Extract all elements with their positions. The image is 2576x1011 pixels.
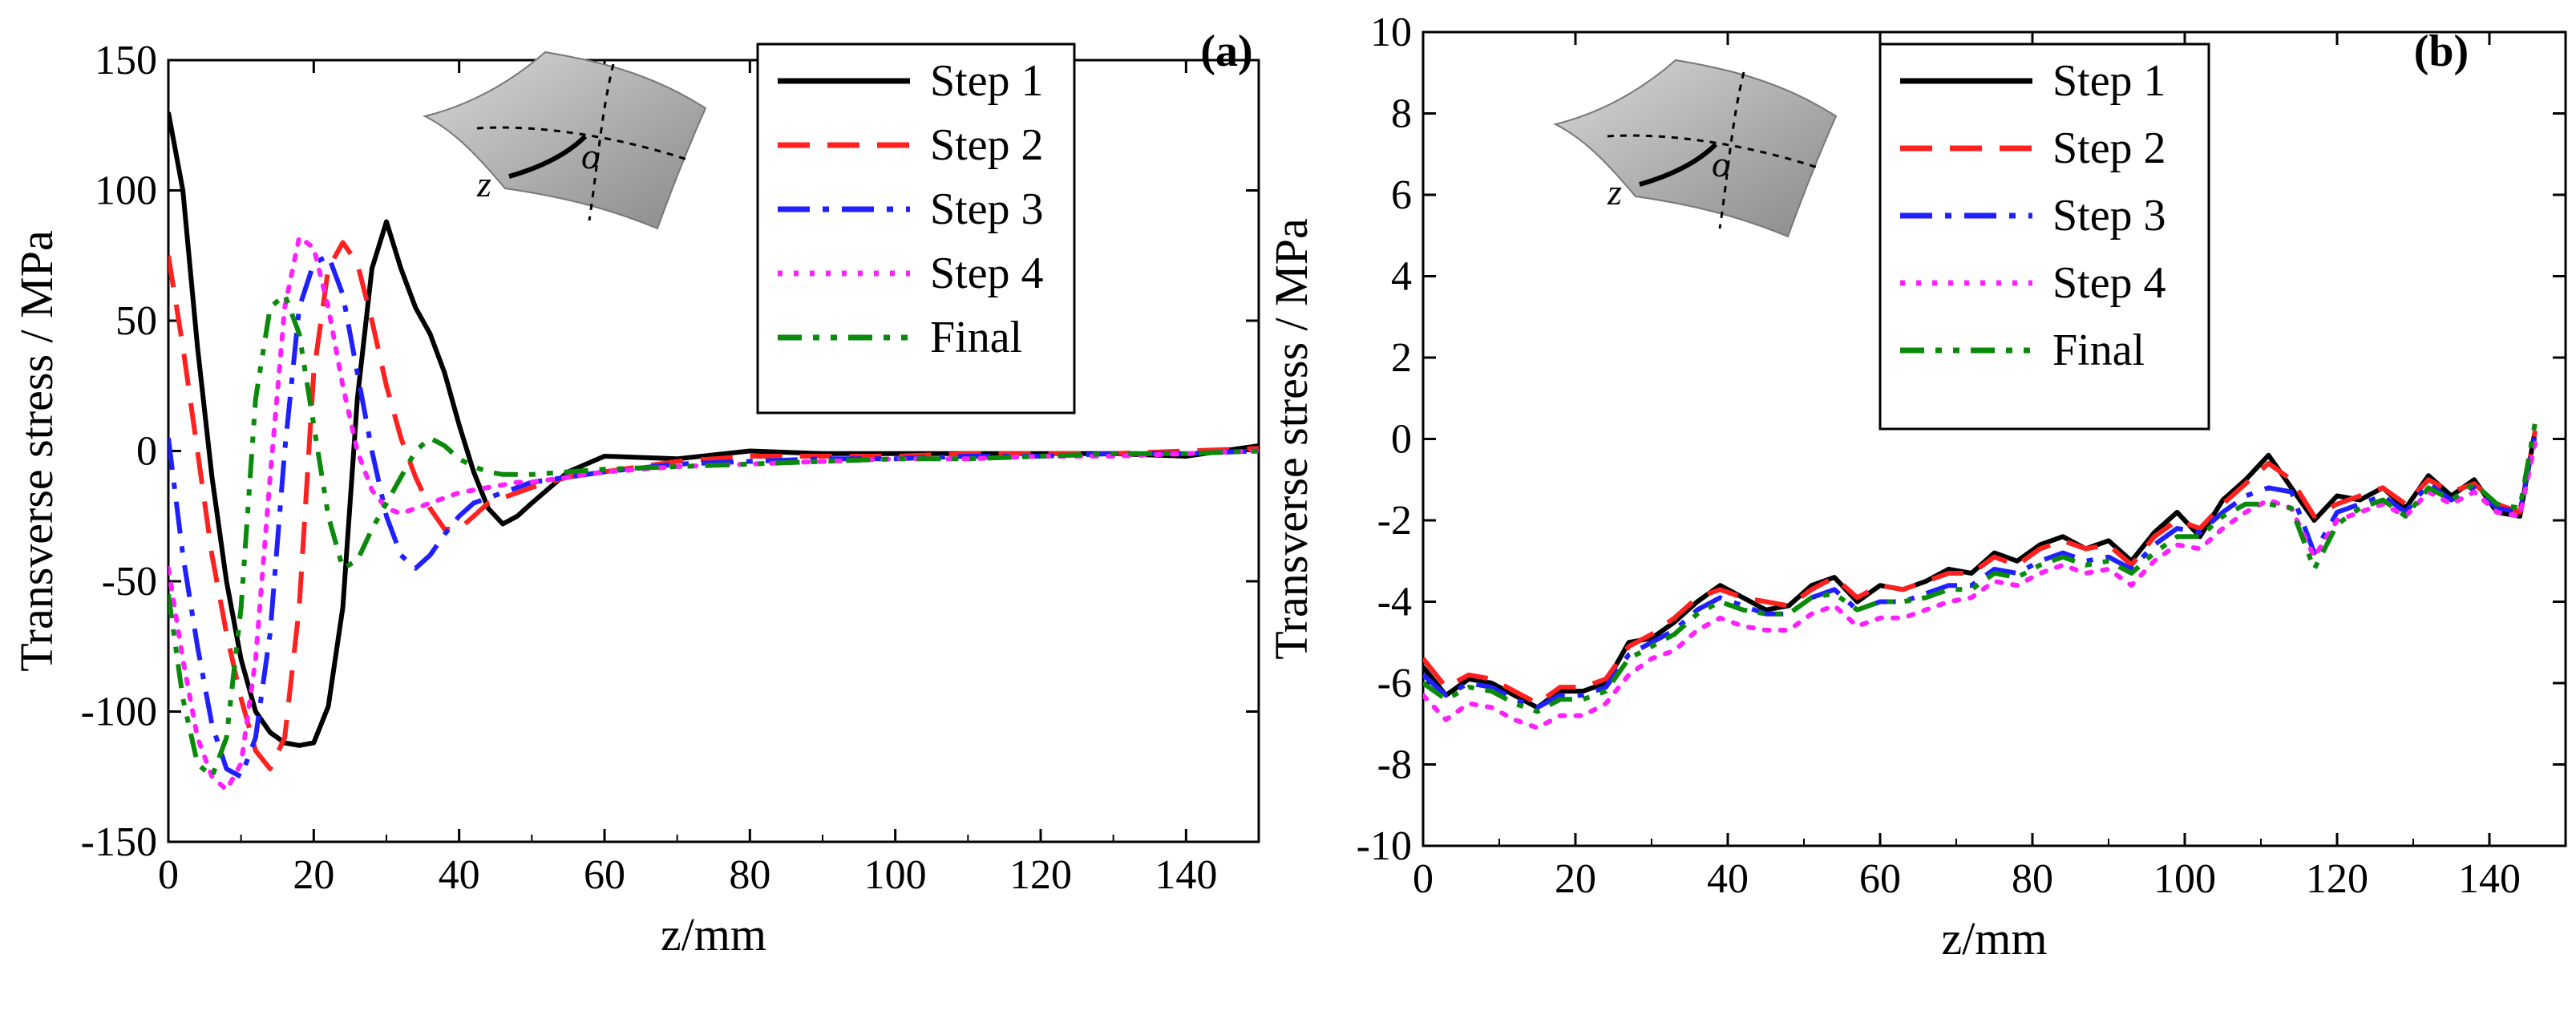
y-tick-label: -6 (1377, 661, 1412, 706)
panel-a: 0 20 40 60 80 100 120 140 -150 -100 -50 0 50 100 150 z/… (10, 26, 1260, 960)
y-tick-label: 4 (1391, 254, 1412, 300)
legend-box (756, 42, 1076, 415)
y-tick-label: 2 (1391, 335, 1412, 381)
legend-label: Step 3 (930, 184, 1044, 234)
y-tick-label: 8 (1391, 91, 1412, 137)
legend: Step 1 Step 2 Step 3 Step 4 Final (1878, 42, 2210, 431)
x-tick-label: 140 (1155, 852, 1217, 898)
y-tick-label: -10 (1357, 823, 1412, 869)
panel-b: 0 20 40 60 80 100 120 140 -10 -8 -6 -4 -2 0 2 4 6 8 10 z/mm… (1265, 10, 2567, 964)
y-tick-label: 50 (115, 298, 157, 344)
y-tick-label: -2 (1377, 498, 1412, 544)
inset-label-z: z (476, 164, 491, 204)
legend-label: Step 4 (2052, 258, 2166, 308)
legend-label: Step 1 (930, 56, 1044, 106)
legend-label: Step 3 (2052, 191, 2166, 241)
series-line-step-4 (1423, 440, 2538, 730)
shell-solid-path (508, 134, 588, 179)
plot-frame (167, 59, 1260, 843)
y-axis-title: Transverse stress / MPa (10, 230, 63, 671)
y-tick-label: -50 (102, 559, 157, 605)
legend-label: Step 4 (930, 249, 1044, 298)
x-axis-title: z/mm (1941, 912, 2047, 964)
x-tick-label: 0 (1413, 856, 1434, 902)
shell-dashed-line (588, 63, 615, 221)
y-tick-label: 0 (1391, 417, 1412, 463)
inset-label-z: z (1607, 172, 1622, 212)
y-tick-label: -8 (1377, 742, 1412, 788)
series-line-step-3 (168, 253, 1259, 779)
panel-label: (a) (1200, 26, 1252, 76)
series-line-final (1423, 422, 2538, 714)
shell-surface (423, 51, 707, 230)
x-tick-label: 20 (293, 852, 334, 898)
legend-box (1878, 42, 2210, 431)
x-tick-label: 40 (439, 852, 480, 898)
x-tick-label: 100 (864, 852, 927, 898)
y-tick-label: 6 (1391, 172, 1412, 218)
x-tick-label: 20 (1555, 856, 1596, 902)
series-line-step-2 (168, 240, 1259, 771)
y-tick-label: 150 (95, 38, 157, 83)
inset-shell: zo (1553, 59, 1838, 238)
y-tick-label: -100 (81, 690, 157, 735)
legend-label: Step 2 (930, 120, 1044, 170)
legend-label: Final (930, 313, 1022, 362)
x-tick-label: 120 (1009, 852, 1072, 898)
y-tick-label: 100 (95, 168, 157, 214)
shell-solid-path (1639, 142, 1718, 187)
x-tick-label: 100 (2153, 856, 2216, 902)
series-line-step-1 (1423, 430, 2538, 710)
x-tick-label: 80 (2012, 856, 2053, 902)
y-tick-label: 10 (1370, 10, 1412, 55)
legend-label: Step 2 (2052, 123, 2166, 173)
legend: Step 1 Step 2 Step 3 Step 4 Final (756, 42, 1076, 415)
x-tick-label: 140 (2458, 856, 2521, 902)
x-tick-label: 80 (729, 852, 770, 898)
legend-label: Final (2052, 326, 2145, 375)
series-line-step-1 (168, 111, 1259, 748)
series-group (168, 111, 1259, 792)
shell-dashed-line (1718, 71, 1745, 229)
y-axis-title: Transverse stress / MPa (1265, 218, 1317, 659)
inset-label-o: o (581, 135, 600, 176)
series-line-step-4 (168, 235, 1259, 792)
series-line-final (168, 292, 1259, 779)
panel-label: (b) (2414, 26, 2469, 76)
shell-surface (1553, 59, 1838, 238)
x-tick-label: 120 (2306, 856, 2368, 902)
inset-label-o: o (1712, 144, 1730, 184)
x-tick-label: 60 (584, 852, 625, 898)
y-tick-label: -4 (1377, 580, 1412, 625)
x-tick-label: 40 (1707, 856, 1749, 902)
series-line-step-2 (1423, 430, 2538, 706)
series-group (1423, 422, 2538, 730)
x-tick-label: 0 (158, 852, 179, 898)
series-line-step-3 (1423, 434, 2538, 710)
y-tick-label: 0 (136, 429, 157, 475)
inset-shell: zo (423, 51, 707, 230)
y-tick-label: -150 (81, 819, 157, 865)
legend-label: Step 1 (2052, 56, 2166, 106)
x-axis-title: z/mm (661, 908, 766, 960)
x-tick-label: 60 (1859, 856, 1901, 902)
